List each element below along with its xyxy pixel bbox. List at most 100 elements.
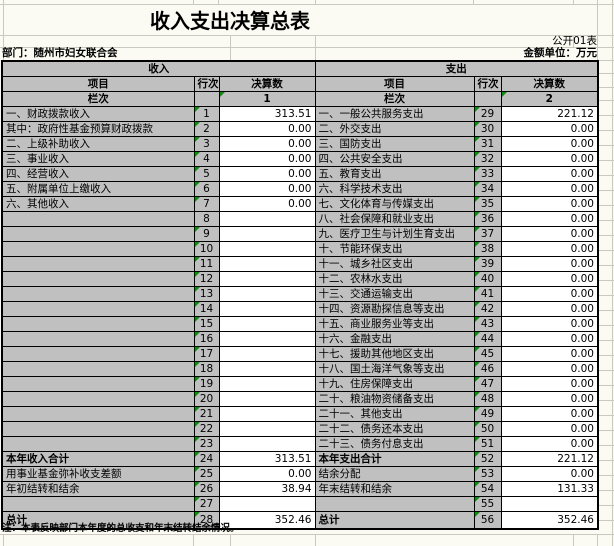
cell-expense-item[interactable]: 十四、资源勘探信息等支出	[314, 301, 475, 317]
cell-income-rowno[interactable]: 15	[193, 316, 220, 332]
cell-income-rowno[interactable]: 9	[193, 226, 220, 242]
cell-income-rowno[interactable]: 25	[193, 466, 220, 482]
cell-income-amount[interactable]: 0.00	[218, 166, 316, 182]
cell-income-rowno[interactable]: 13	[193, 286, 220, 302]
cell-expense-amount[interactable]: 0.00	[500, 181, 599, 197]
cell-expense-amount[interactable]: 0.00	[500, 226, 599, 242]
income-col-index[interactable]: 1	[218, 91, 316, 107]
cell-expense-amount[interactable]: 0.00	[500, 241, 599, 257]
cell-expense-amount[interactable]: 0.00	[500, 331, 599, 347]
cell-expense-item[interactable]: 一、一般公共服务支出	[314, 106, 475, 122]
cell-income-rowno[interactable]: 27	[193, 496, 220, 512]
cell-expense-item[interactable]: 五、教育支出	[314, 166, 475, 182]
cell-expense-amount[interactable]: 0.00	[500, 301, 599, 317]
cell-income-rowno[interactable]: 2	[193, 121, 220, 137]
cell-expense-item[interactable]: 十三、交通运输支出	[314, 286, 475, 302]
cell-expense-rowno[interactable]: 45	[473, 346, 502, 362]
cell-income-amount[interactable]	[218, 406, 316, 422]
cell-income-item[interactable]	[1, 361, 195, 377]
cell-expense-item[interactable]: 二十一、其他支出	[314, 406, 475, 422]
cell-income-amount[interactable]: 0.00	[218, 196, 316, 212]
cell-income-item[interactable]	[1, 436, 195, 452]
doc-number[interactable]: 公开01表	[552, 35, 597, 47]
cell-expense-rowno[interactable]: 49	[473, 406, 502, 422]
cell-expense-rowno[interactable]: 36	[473, 211, 502, 227]
cell-expense-item[interactable]: 二十三、债务付息支出	[314, 436, 475, 452]
cell-expense-rowno[interactable]: 54	[473, 481, 502, 497]
cell-expense-amount[interactable]: 0.00	[500, 136, 599, 152]
cell-income-amount[interactable]: 0.00	[218, 136, 316, 152]
cell-income-item[interactable]	[1, 391, 195, 407]
cell-income-rowno[interactable]: 1	[193, 106, 220, 122]
cell-expense-item[interactable]: 四、公共安全支出	[314, 151, 475, 167]
cell-expense-rowno[interactable]: 32	[473, 151, 502, 167]
cell-expense-amount[interactable]: 131.33	[500, 481, 599, 497]
cell-income-amount[interactable]	[218, 346, 316, 362]
cell-income-item[interactable]	[1, 406, 195, 422]
cell-expense-amount[interactable]: 0.00	[500, 211, 599, 227]
cell-expense-item[interactable]: 十五、商业服务业等支出	[314, 316, 475, 332]
cell-income-item[interactable]: 二、上级补助收入	[1, 136, 195, 152]
cell-income-rowno[interactable]: 16	[193, 331, 220, 347]
cell-expense-item[interactable]: 十六、金融支出	[314, 331, 475, 347]
cell-income-item[interactable]: 五、附属单位上缴收入	[1, 181, 195, 197]
cell-expense-item[interactable]: 十、节能环保支出	[314, 241, 475, 257]
cell-income-item[interactable]: 三、事业收入	[1, 151, 195, 167]
cell-expense-rowno[interactable]: 31	[473, 136, 502, 152]
report-title[interactable]: 收入支出决算总表	[150, 9, 310, 33]
cell-expense-amount[interactable]: 0.00	[500, 406, 599, 422]
cell-income-rowno[interactable]: 23	[193, 436, 220, 452]
cell-income-rowno[interactable]: 8	[193, 211, 220, 227]
expense-amount-header[interactable]: 决算数	[500, 76, 599, 92]
cell-income-item[interactable]	[1, 301, 195, 317]
cell-income-amount[interactable]	[218, 361, 316, 377]
cell-income-rowno[interactable]: 17	[193, 346, 220, 362]
cell-expense-rowno[interactable]: 41	[473, 286, 502, 302]
cell-expense-amount[interactable]: 0.00	[500, 256, 599, 272]
cell-income-rowno[interactable]: 19	[193, 376, 220, 392]
cell-expense-rowno[interactable]: 34	[473, 181, 502, 197]
cell-income-rowno[interactable]: 14	[193, 301, 220, 317]
cell-income-rowno[interactable]: 7	[193, 196, 220, 212]
cell-expense-rowno[interactable]: 37	[473, 226, 502, 242]
cell-income-rowno[interactable]: 24	[193, 451, 220, 467]
cell-expense-amount[interactable]	[500, 496, 599, 512]
cell-expense-item[interactable]: 结余分配	[314, 466, 475, 482]
cell-income-amount[interactable]: 38.94	[218, 481, 316, 497]
cell-income-item[interactable]: 用事业基金弥补收支差额	[1, 466, 195, 482]
cell-income-amount[interactable]	[218, 421, 316, 437]
cell-expense-item[interactable]: 二十二、债务还本支出	[314, 421, 475, 437]
cell-expense-amount[interactable]: 0.00	[500, 316, 599, 332]
income-section-header[interactable]: 收入	[1, 60, 316, 77]
cell-expense-rowno[interactable]: 48	[473, 391, 502, 407]
cell-income-rowno[interactable]: 10	[193, 241, 220, 257]
cell-income-item[interactable]: 其中：政府性基金预算财政拨款	[1, 121, 195, 137]
cell-income-rowno[interactable]: 18	[193, 361, 220, 377]
cell-expense-amount[interactable]: 352.46	[500, 511, 599, 530]
cell-income-amount[interactable]: 0.00	[218, 151, 316, 167]
cell-income-amount[interactable]: 313.51	[218, 106, 316, 122]
cell-expense-rowno[interactable]: 33	[473, 166, 502, 182]
cell-expense-rowno[interactable]: 56	[473, 511, 502, 530]
cell-expense-item[interactable]: 总计	[314, 511, 475, 530]
cell-expense-item[interactable]: 十二、农林水支出	[314, 271, 475, 287]
cell-income-item[interactable]: 一、财政拨款收入	[1, 106, 195, 122]
cell-expense-amount[interactable]: 0.00	[500, 376, 599, 392]
cell-expense-amount[interactable]: 0.00	[500, 286, 599, 302]
cell-income-amount[interactable]: 0.00	[218, 181, 316, 197]
cell-income-amount[interactable]	[218, 496, 316, 512]
cell-income-rowno[interactable]: 11	[193, 256, 220, 272]
cell-income-amount[interactable]: 0.00	[218, 121, 316, 137]
cell-expense-amount[interactable]: 0.00	[500, 271, 599, 287]
cell-income-item[interactable]	[1, 226, 195, 242]
cell-income-amount[interactable]: 0.00	[218, 466, 316, 482]
cell-expense-item[interactable]: 十一、城乡社区支出	[314, 256, 475, 272]
footnote[interactable]: 注：本表反映部门本年度的总收支和年末结转结余情况。	[2, 523, 240, 534]
cell-expense-rowno[interactable]: 53	[473, 466, 502, 482]
cell-income-item[interactable]	[1, 421, 195, 437]
cell-expense-amount[interactable]: 221.12	[500, 451, 599, 467]
cell-income-amount[interactable]	[218, 436, 316, 452]
cell-expense-item[interactable]	[314, 496, 475, 512]
cell-income-item[interactable]	[1, 241, 195, 257]
cell-expense-amount[interactable]: 221.12	[500, 106, 599, 122]
